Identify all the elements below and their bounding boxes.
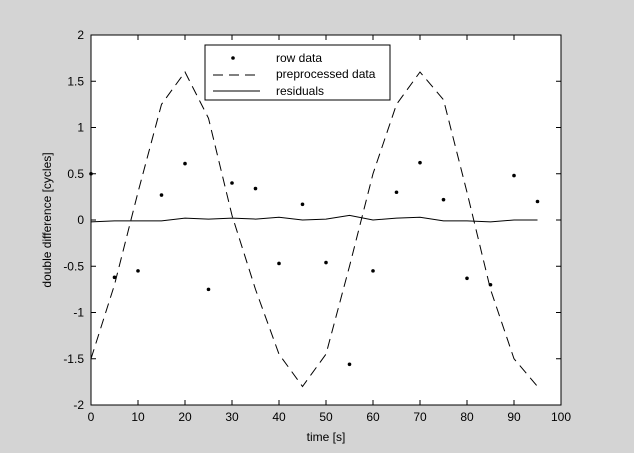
legend-preprocessed-label: preprocessed data [276, 67, 376, 81]
row-data-point [253, 186, 258, 191]
y-axis-label: double difference [cycles] [40, 152, 54, 287]
y-tick-label: 1.5 [67, 74, 84, 88]
row-data-point [300, 202, 305, 207]
row-data-point [418, 160, 422, 165]
row-data-point [371, 269, 375, 273]
x-tick-label: 30 [225, 410, 239, 424]
plot-lines [90, 71, 538, 388]
residuals-line [90, 214, 538, 223]
row-data-point [512, 173, 516, 178]
row-data-point [324, 260, 328, 265]
y-tick-label: -0.5 [63, 259, 84, 273]
y-tick-label: -2 [73, 398, 84, 412]
y-tick-label: 0.5 [67, 167, 84, 181]
row-data-point [230, 181, 234, 185]
row-data-point [277, 261, 281, 266]
y-tick-label: 1 [77, 121, 84, 135]
y-tick-label: 0 [77, 213, 84, 227]
row-data-point [136, 269, 140, 273]
row-data-point [347, 362, 352, 367]
legend-row-data-marker [231, 56, 235, 60]
y-tick-label: -1.5 [63, 352, 84, 366]
x-tick-label: 40 [272, 410, 286, 424]
row-data-point [394, 190, 399, 195]
x-tick-label: 70 [413, 410, 427, 424]
y-tick-label: 2 [77, 28, 84, 42]
y-tick-label: -1 [73, 306, 84, 320]
x-tick-label: 10 [131, 410, 145, 424]
legend-residuals-label: residuals [276, 84, 324, 98]
row-data-point [112, 275, 117, 280]
row-data-point [441, 197, 446, 202]
x-tick-label: 60 [366, 410, 380, 424]
x-tick-label: 80 [460, 410, 474, 424]
axis-ticks: 0 10 20 30 40 50 60 70 80 90 100 -2 -1.5 -1 -0.5 0 0.5 1 1… [63, 28, 571, 424]
legend: row data preprocessed data residuals [204, 44, 391, 101]
x-tick-label: 20 [178, 410, 192, 424]
x-tick-label: 0 [88, 410, 95, 424]
x-axis-label: time [s] [307, 430, 346, 444]
row-data-point [465, 276, 469, 281]
legend-row-data-label: row data [276, 51, 322, 65]
x-tick-label: 100 [551, 410, 571, 424]
row-data-point [183, 161, 187, 166]
x-tick-label: 50 [319, 410, 333, 424]
row-data-point [488, 282, 493, 287]
row-data-point [159, 193, 164, 197]
plot-marks [89, 160, 540, 367]
x-tick-label: 90 [507, 410, 521, 424]
preprocessed-data-line [90, 71, 538, 388]
row-data-point [535, 199, 540, 204]
row-data-point [206, 287, 211, 292]
